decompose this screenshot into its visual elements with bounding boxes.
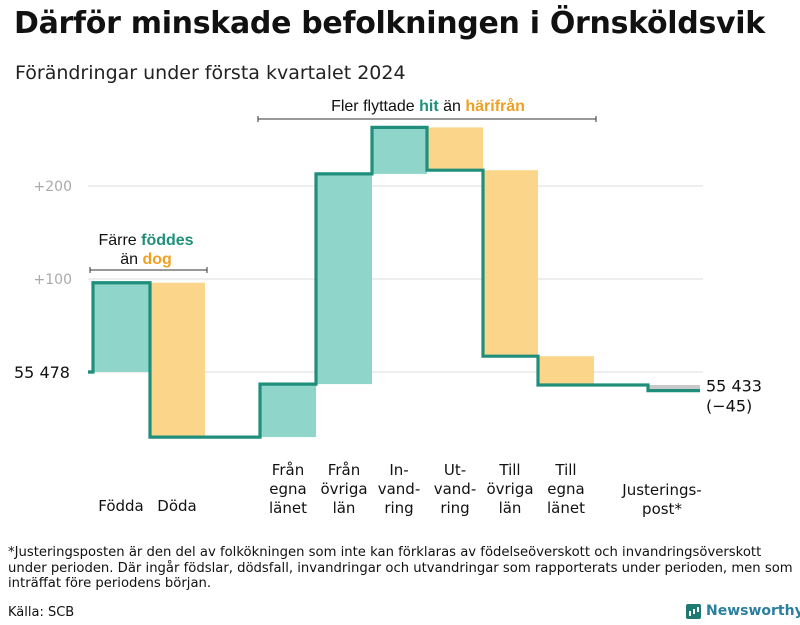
start-value-label: 55 478 — [14, 363, 70, 382]
brand-name: Newsworthy — [706, 603, 800, 619]
bar-out — [427, 127, 483, 171]
category-label: övriga — [486, 480, 533, 498]
category-label: Från — [272, 461, 304, 479]
category-label: län — [499, 499, 522, 517]
bar-in — [93, 282, 150, 372]
category-label: egna — [547, 480, 584, 498]
category-label: Döda — [157, 497, 196, 515]
category-label: post* — [642, 500, 682, 518]
category-label: Till — [554, 461, 576, 479]
annotation-births-line1: Färre föddes — [98, 232, 193, 249]
category-label: Ut- — [444, 461, 466, 479]
end-change-label: (−45) — [706, 397, 752, 416]
annotation-part: än — [439, 98, 466, 115]
annotation-part: än — [120, 251, 142, 268]
annotation-part: hit — [419, 98, 439, 115]
annotation-part: Fler flyttade — [331, 98, 419, 115]
category-label: Justerings- — [621, 481, 701, 499]
end-value-label: 55 433 — [706, 377, 762, 396]
annotation-part: dog — [142, 251, 171, 268]
bar-out — [483, 170, 538, 357]
waterfall-step-line — [88, 125, 700, 439]
annotation-part: föddes — [141, 232, 194, 249]
category-label: Födda — [98, 497, 144, 515]
category-label: övriga — [320, 480, 367, 498]
newsworthy-logo-icon — [686, 603, 701, 619]
category-label: län — [333, 499, 356, 517]
category-label: länet — [269, 499, 307, 517]
category-label: vand- — [378, 480, 421, 498]
category-label: Från — [328, 461, 360, 479]
bar-in — [372, 127, 427, 174]
bar-out — [150, 282, 205, 438]
brand-logo: Newsworthy — [686, 603, 800, 619]
bar-in — [316, 173, 372, 385]
category-label: ring — [440, 499, 469, 517]
annotation-migration-line1: Fler flyttade hit än härifrån — [331, 97, 525, 115]
category-label: In- — [389, 461, 408, 479]
bar-in — [260, 384, 316, 438]
category-label: vand- — [434, 480, 477, 498]
chart-title: Därför minskade befolkningen i Örnskölds… — [14, 6, 765, 41]
annotation-part: Färre — [98, 232, 141, 249]
category-label: länet — [547, 499, 585, 517]
category-label: ring — [384, 499, 413, 517]
y-tick-label: +100 — [34, 272, 72, 288]
chart-subtitle: Förändringar under första kvartalet 2024 — [15, 62, 406, 84]
category-label: egna — [269, 480, 306, 498]
source-label: Källa: SCB — [8, 605, 75, 620]
annotation-part: härifrån — [465, 97, 525, 115]
bar-out — [538, 356, 594, 386]
category-label: Till — [498, 461, 520, 479]
bar-adjustment — [648, 385, 700, 391]
footnote: *Justeringsposten är den del av folkökni… — [8, 545, 793, 591]
annotation-births-line2: än dog — [120, 251, 172, 268]
y-tick-label: +200 — [34, 179, 72, 195]
